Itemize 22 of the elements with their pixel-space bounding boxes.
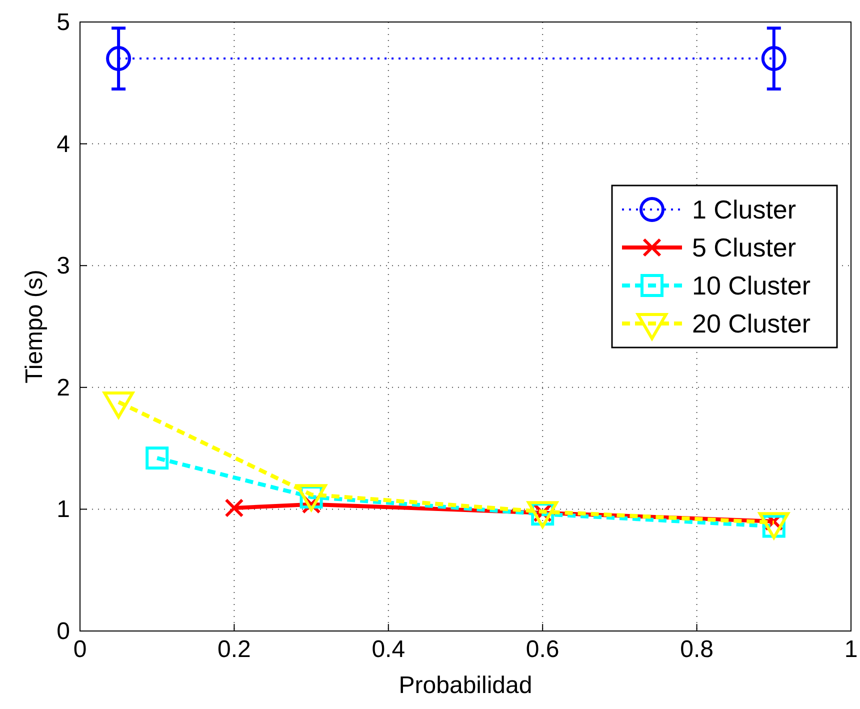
y-tick-label: 3 — [56, 252, 70, 280]
x-tick-label: 0.6 — [526, 636, 560, 663]
y-tick-label: 5 — [56, 9, 70, 36]
x-tick-label: 0 — [73, 636, 87, 663]
y-axis-title: Tiempo (s) — [21, 270, 48, 384]
point — [106, 46, 132, 72]
legend-label: 1 Cluster — [692, 194, 796, 224]
x-tick-label: 0.8 — [680, 636, 714, 663]
y-tick-label: 2 — [56, 374, 70, 402]
point — [761, 46, 786, 72]
y-tick-label: 1 — [56, 496, 70, 524]
x-tick-label: 0.4 — [372, 636, 406, 663]
legend-label: 5 Cluster — [692, 232, 796, 262]
point — [146, 446, 169, 470]
x-tick-label: 0.2 — [218, 636, 251, 663]
y-tick-label: 0 — [56, 618, 70, 645]
x-tick-label: 1 — [844, 636, 858, 663]
y-tick-label: 4 — [56, 130, 70, 158]
legend-label: 10 Cluster — [692, 270, 811, 300]
x-axis-title: Probabilidad — [398, 672, 532, 699]
legend-label: 20 Cluster — [692, 308, 811, 338]
point — [224, 498, 244, 518]
